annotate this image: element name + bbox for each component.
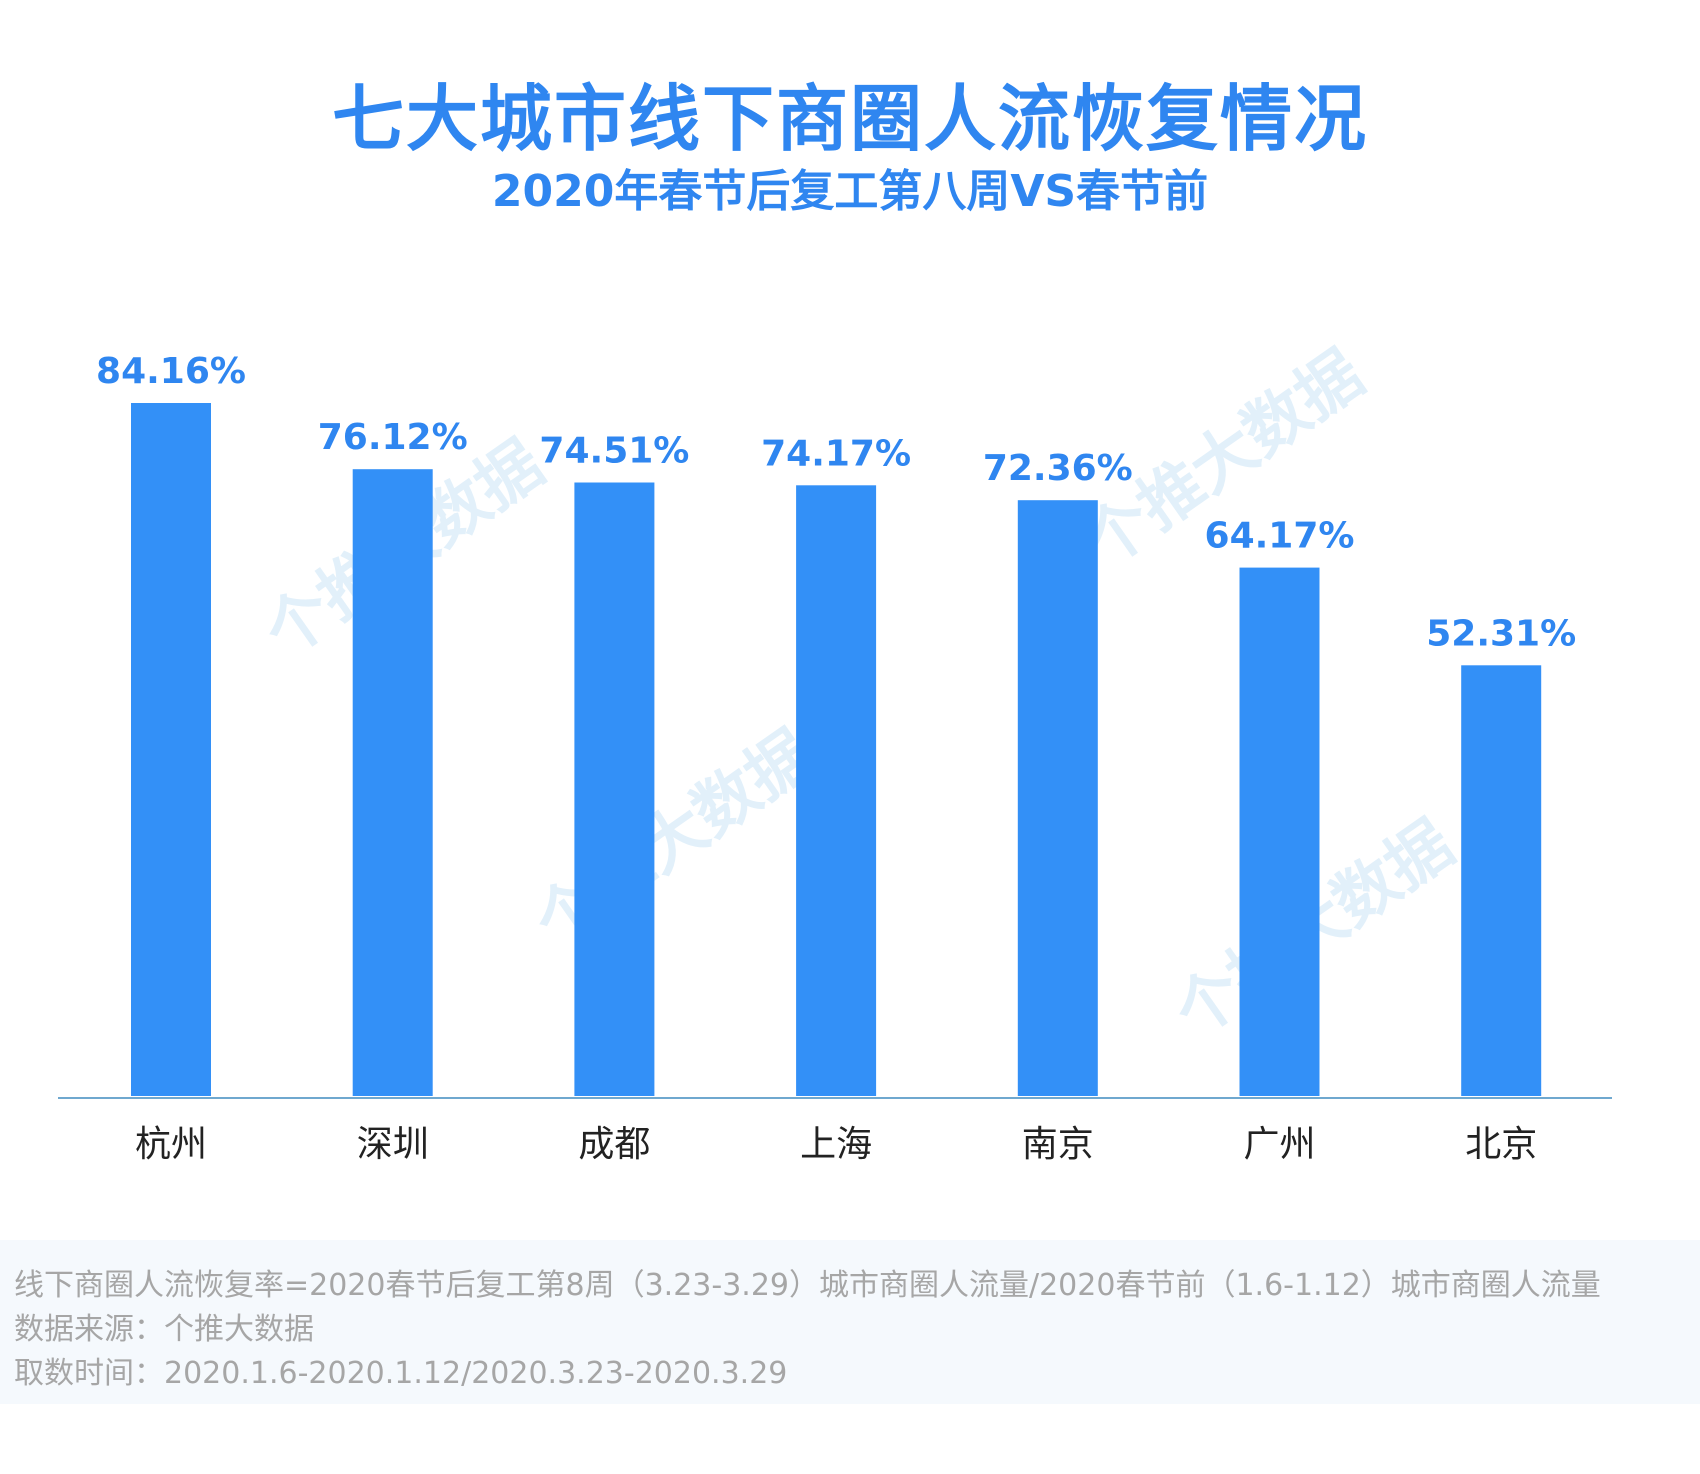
footer-date-range: 取数时间：2020.1.6-2020.1.12/2020.3.23-2020.3… — [14, 1356, 788, 1391]
category-label-5: 广州 — [1243, 1124, 1315, 1165]
value-label-0: 84.16% — [96, 351, 246, 392]
category-label-4: 南京 — [1022, 1124, 1094, 1165]
chart-title: 七大城市线下商圈人流恢复情况 — [331, 77, 1368, 161]
footer-notes: 线下商圈人流恢复率=2020春节后复工第8周（3.23-3.29）城市商圈人流量… — [0, 1240, 1700, 1404]
value-label-4: 72.36% — [983, 448, 1133, 489]
bar-3 — [796, 485, 877, 1096]
value-label-5: 64.17% — [1205, 516, 1355, 557]
value-label-2: 74.51% — [539, 431, 689, 472]
labels-layer: 84.16% 杭州 76.12% 深圳 74.51% 成都 74.17% 上海 72.36% 南京… — [96, 351, 1576, 1165]
category-label-1: 深圳 — [357, 1124, 429, 1165]
bar-2 — [574, 482, 655, 1096]
footer-source: 数据来源：个推大数据 — [14, 1312, 314, 1347]
bar-5 — [1239, 567, 1320, 1096]
bar-0 — [131, 403, 211, 1096]
bar-4 — [1017, 500, 1098, 1096]
bar-6 — [1461, 665, 1542, 1096]
category-label-3: 上海 — [800, 1124, 872, 1165]
value-label-6: 52.31% — [1426, 613, 1576, 654]
value-label-1: 76.12% — [318, 417, 468, 458]
category-label-2: 成都 — [578, 1124, 650, 1165]
bar-chart: 84.16% 杭州 76.12% 深圳 74.51% 成都 74.17% 上海 72.36% 南京… — [58, 351, 1612, 1165]
bars-layer — [131, 403, 1542, 1096]
bar-1 — [352, 469, 433, 1096]
category-label-0: 杭州 — [135, 1124, 207, 1165]
footer-formula: 线下商圈人流恢复率=2020春节后复工第8周（3.23-3.29）城市商圈人流量… — [14, 1268, 1601, 1303]
category-label-6: 北京 — [1465, 1124, 1537, 1165]
value-label-3: 74.17% — [761, 433, 911, 474]
chart-subtitle: 2020年春节后复工第八周VS春节前 — [491, 166, 1209, 217]
